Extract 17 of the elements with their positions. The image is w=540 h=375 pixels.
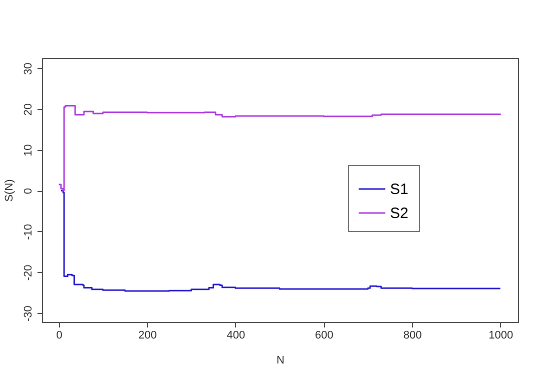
y-tick-label: 0 <box>22 188 34 194</box>
y-tick-label: 10 <box>22 144 34 156</box>
legend-label: S2 <box>390 205 408 222</box>
y-tick-label: 20 <box>22 103 34 116</box>
y-tick-label: -30 <box>22 306 34 322</box>
y-tick-label: -10 <box>22 224 34 240</box>
y-axis-title: S(N) <box>4 179 16 202</box>
x-tick-label: 600 <box>315 330 334 342</box>
x-tick-label: 400 <box>226 330 246 342</box>
x-tick-label: 0 <box>56 330 62 342</box>
x-tick-label: 800 <box>403 330 422 342</box>
x-axis-title: N <box>276 354 285 366</box>
legend-label: S1 <box>390 181 408 198</box>
x-tick-label: 200 <box>138 330 157 342</box>
y-tick-label: -20 <box>22 264 34 281</box>
x-tick-label: 1000 <box>488 330 514 342</box>
y-tick-label: 30 <box>22 62 34 75</box>
